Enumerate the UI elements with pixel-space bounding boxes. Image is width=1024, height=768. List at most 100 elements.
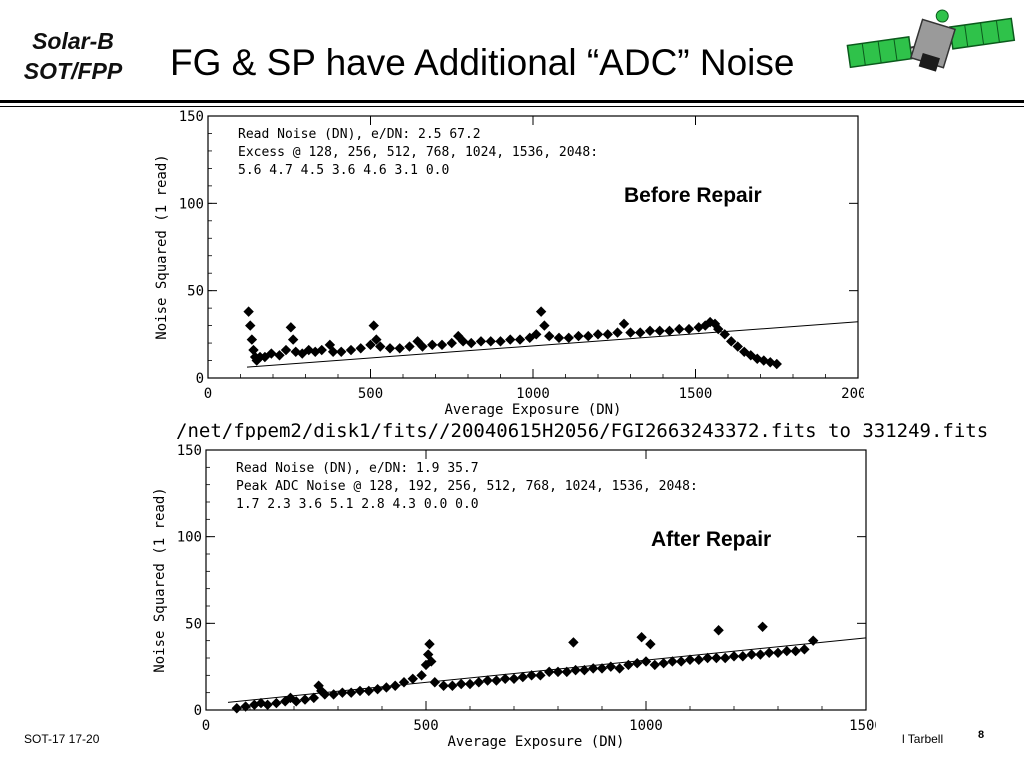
data-point xyxy=(407,673,419,685)
data-point xyxy=(308,692,320,704)
y-tick-label: 0 xyxy=(194,703,202,719)
data-point xyxy=(398,677,410,688)
footer-left: SOT-17 17-20 xyxy=(24,732,100,746)
data-point xyxy=(552,666,564,678)
data-point xyxy=(728,651,740,662)
y-tick-label: 0 xyxy=(196,371,204,387)
corner-title-line2: SOT/FPP xyxy=(23,58,123,84)
data-point xyxy=(447,680,458,691)
data-point xyxy=(473,677,485,688)
data-point xyxy=(739,346,750,358)
data-point xyxy=(354,685,366,697)
data-point xyxy=(495,336,506,347)
data-point xyxy=(702,652,713,664)
data-point xyxy=(355,343,366,354)
after-repair-chart: 0 500 1000 1500 0 50 100 150 Average Exposure (D… xyxy=(146,440,876,758)
data-point xyxy=(645,638,656,650)
data-point xyxy=(573,330,584,342)
data-point xyxy=(464,678,476,690)
satellite-icon xyxy=(846,9,1016,72)
y-tick-label: 150 xyxy=(179,109,204,125)
data-point xyxy=(262,699,273,711)
data-point xyxy=(636,631,647,643)
data-point xyxy=(266,348,277,359)
x-tick-label: 0 xyxy=(204,386,212,402)
data-point xyxy=(614,663,625,674)
x-tick-label: 0 xyxy=(202,718,210,734)
stats-text-line: Read Noise (DN), e/DN: 2.5 67.2 xyxy=(238,127,481,142)
data-point xyxy=(290,696,302,707)
data-point xyxy=(583,330,594,342)
y-tick-label: 100 xyxy=(179,196,204,212)
data-point xyxy=(763,647,775,659)
data-point xyxy=(285,322,297,333)
data-point xyxy=(640,656,652,667)
data-point xyxy=(524,332,535,344)
title-rule-thick xyxy=(0,100,1024,103)
data-point xyxy=(561,666,573,678)
data-point xyxy=(553,332,565,344)
data-point xyxy=(299,694,311,705)
data-point xyxy=(446,337,457,349)
data-point xyxy=(612,327,623,338)
data-point xyxy=(381,682,392,693)
corner-title-line1: Solar-B xyxy=(32,28,114,54)
y-tick-label: 150 xyxy=(177,443,202,459)
data-point xyxy=(336,346,347,358)
data-point xyxy=(737,651,749,662)
title-rule-thin xyxy=(0,106,1024,107)
data-point xyxy=(683,323,695,335)
x-tick-label: 1000 xyxy=(516,386,550,402)
stats-text-line: Read Noise (DN), e/DN: 1.9 35.7 xyxy=(236,461,479,476)
data-point xyxy=(231,703,243,714)
data-point xyxy=(674,323,685,335)
data-point xyxy=(535,670,546,681)
data-point xyxy=(424,638,435,650)
data-point xyxy=(438,680,449,691)
data-point xyxy=(297,348,308,359)
data-point xyxy=(505,334,516,345)
data-point xyxy=(245,320,256,331)
stats-text-line: 1.7 2.3 3.6 5.1 2.8 4.3 0.0 0.0 xyxy=(236,497,479,512)
data-point xyxy=(799,644,810,655)
data-point xyxy=(711,652,722,664)
data-point xyxy=(807,635,819,646)
data-point xyxy=(416,670,427,681)
x-tick-label: 1000 xyxy=(629,718,663,734)
data-point xyxy=(658,657,669,669)
data-point xyxy=(274,350,285,361)
data-point xyxy=(719,652,731,664)
data-point xyxy=(596,663,608,674)
data-point xyxy=(243,306,254,317)
data-point xyxy=(539,320,550,331)
plot-frame xyxy=(205,449,867,711)
data-point xyxy=(568,637,579,648)
data-point xyxy=(726,336,737,347)
data-point xyxy=(517,671,529,683)
data-point xyxy=(436,339,448,351)
y-axis-label: Noise Squared (1 read) xyxy=(154,154,170,339)
data-point xyxy=(453,330,464,342)
data-point xyxy=(592,329,604,340)
footer-author: l Tarbell xyxy=(902,732,944,746)
data-point xyxy=(713,625,724,636)
data-point xyxy=(426,656,437,667)
x-axis-label: Average Exposure (DN) xyxy=(444,402,621,418)
data-point xyxy=(412,336,423,347)
data-point xyxy=(618,318,630,330)
data-point xyxy=(508,673,520,685)
x-tick-label: 1500 xyxy=(679,386,713,402)
x-tick-label: 500 xyxy=(413,718,438,734)
data-point xyxy=(745,350,756,361)
data-point xyxy=(772,647,784,659)
data-point xyxy=(328,689,339,700)
y-tick-label: 50 xyxy=(187,284,204,300)
data-point xyxy=(372,683,383,695)
data-point xyxy=(570,664,581,676)
data-point xyxy=(781,645,793,657)
data-point xyxy=(482,675,493,686)
data-point xyxy=(543,666,555,678)
data-point xyxy=(455,678,467,690)
data-point xyxy=(394,343,405,354)
data-point xyxy=(327,346,339,358)
